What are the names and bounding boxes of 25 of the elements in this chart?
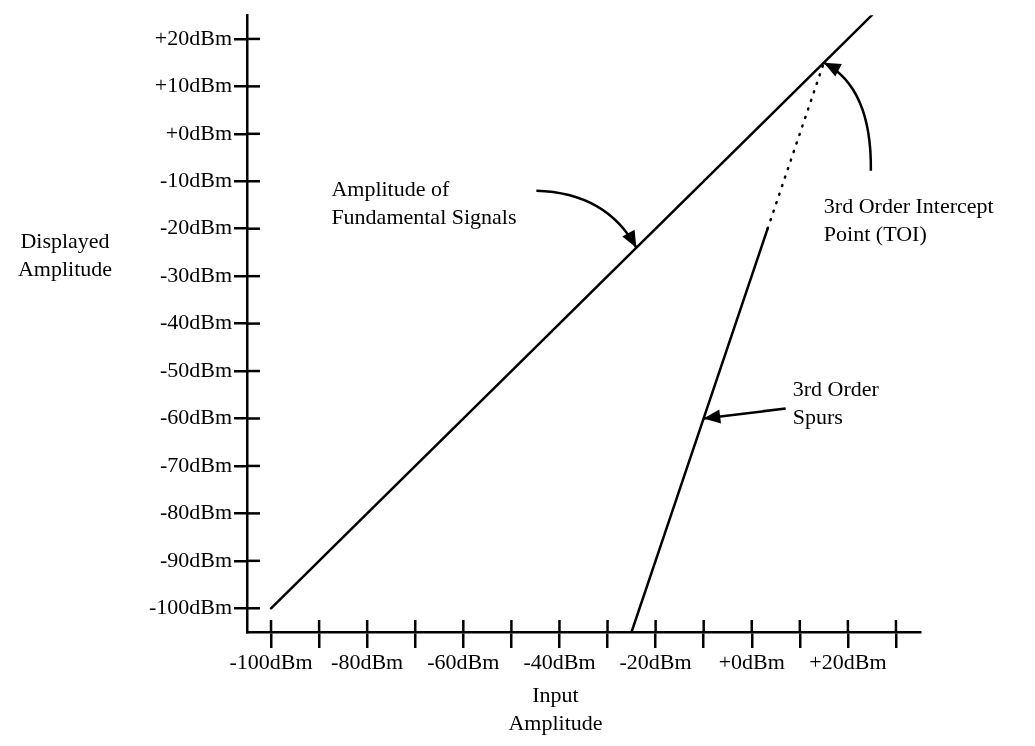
x-tick-label: -80dBm xyxy=(331,648,404,674)
y-tick-label: -20dBm xyxy=(159,214,232,240)
x-tick-label: -60dBm xyxy=(427,648,500,674)
y-tick-label: +20dBm xyxy=(154,24,232,50)
y-tick-label: -100dBm xyxy=(148,594,232,620)
y-tick-label: +10dBm xyxy=(154,72,232,98)
x-tick-label: -100dBm xyxy=(229,648,313,674)
annotation: Amplitude of Fundamental Signals xyxy=(331,175,517,229)
x-tick-label: -40dBm xyxy=(523,648,596,674)
y-tick-label: -90dBm xyxy=(159,546,232,572)
x-tick-label: -20dBm xyxy=(619,648,692,674)
x-tick-label: +0dBm xyxy=(718,648,785,674)
y-tick-label: -30dBm xyxy=(159,261,232,287)
y-tick-label: -80dBm xyxy=(159,499,232,525)
y-tick-label: -10dBm xyxy=(159,167,232,193)
y-tick-label: -60dBm xyxy=(159,404,232,430)
x-axis-title: Input Amplitude xyxy=(508,682,603,735)
y-tick-label: -50dBm xyxy=(159,356,232,382)
y-axis-title: Displayed Amplitude xyxy=(17,227,113,281)
annotation: 3rd Order Spurs xyxy=(792,376,880,430)
y-tick-label: -70dBm xyxy=(159,451,232,477)
y-tick-label: +0dBm xyxy=(165,119,232,145)
annotation: 3rd Order Intercept Point (TOI) xyxy=(823,192,994,246)
y-tick-label: -40dBm xyxy=(159,309,232,335)
x-tick-label: +20dBm xyxy=(809,648,887,674)
